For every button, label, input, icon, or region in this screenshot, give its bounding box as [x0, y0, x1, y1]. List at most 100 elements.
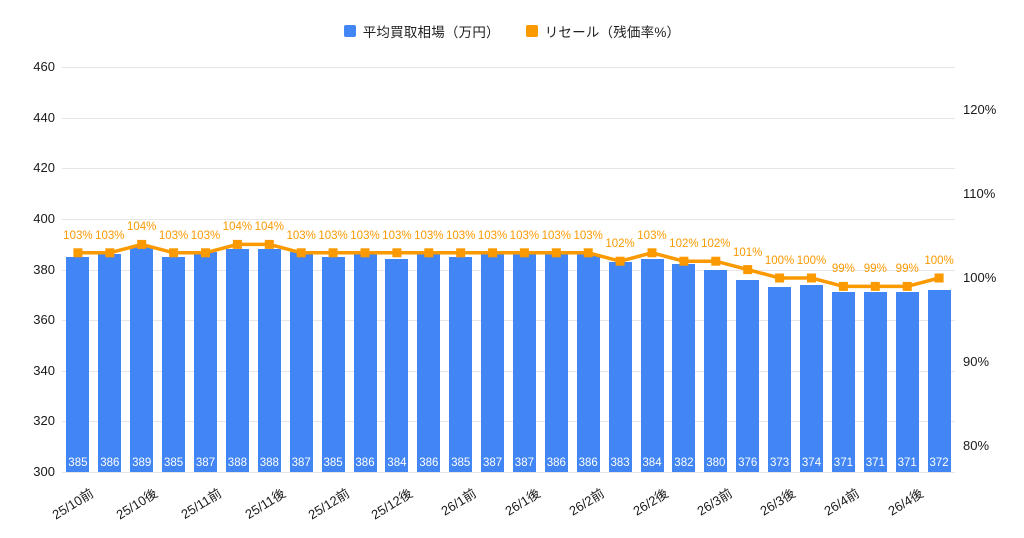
bar: 385: [449, 256, 473, 472]
percent-label: 100%: [764, 255, 795, 267]
right-axis-tick-label: 120%: [963, 102, 997, 117]
left-axis-tick-label: 300: [33, 464, 55, 479]
bar-value-label: 385: [164, 456, 184, 469]
bar: 386: [98, 254, 122, 472]
bar: 387: [194, 251, 217, 472]
line-marker: [232, 239, 242, 249]
bar: 376: [736, 279, 760, 472]
bar-value-label: 385: [451, 456, 471, 469]
bar-value-label: 388: [259, 457, 279, 470]
percent-label: 101%: [732, 246, 763, 259]
bar: 384: [385, 259, 409, 472]
bar-value-label: 371: [865, 456, 885, 469]
line-marker: [392, 248, 402, 258]
percent-label: 99%: [831, 263, 855, 276]
x-axis-label: 25/10後: [113, 485, 161, 523]
percent-label: 103%: [414, 229, 444, 242]
percent-label: 102%: [701, 238, 731, 251]
bar: 386: [417, 254, 441, 472]
right-axis-tick-label: 90%: [963, 354, 990, 369]
bar-value-label: 388: [227, 457, 247, 470]
percent-label: 103%: [63, 229, 93, 242]
bar-value-label: 380: [706, 457, 726, 469]
bar-value-label: 385: [323, 456, 343, 469]
gridline: [62, 218, 955, 220]
bar: 386: [544, 254, 568, 472]
bar-value-label: 372: [929, 457, 949, 470]
x-axis-label: 25/12前: [305, 485, 352, 523]
bar-value-label: 386: [355, 456, 375, 469]
bar: 384: [640, 259, 664, 472]
x-axis-label: 26/1後: [502, 485, 543, 519]
right-axis-tick-label: 110%: [963, 186, 996, 201]
percent-label: 103%: [509, 229, 540, 242]
bar: 389: [130, 246, 154, 472]
bar: 387: [512, 251, 536, 472]
x-axis-label: 26/3前: [693, 485, 735, 519]
bar-value-label: 384: [642, 456, 662, 469]
line-marker: [264, 239, 274, 249]
bar-value-label: 371: [833, 456, 853, 469]
right-axis-tick-label: 100%: [963, 270, 997, 285]
gridline: [62, 370, 955, 372]
legend: 平均買取相場（万円） リセール（残価率%）: [0, 20, 1024, 42]
left-axis-tick-label: 400: [33, 210, 55, 226]
x-axis-label: 25/10前: [49, 485, 97, 523]
gridline: [62, 320, 955, 322]
legend-label-bar-series: 平均買取相場（万円）: [362, 25, 500, 40]
legend-item-line-series: リセール（残価率%）: [525, 21, 681, 41]
percent-label: 102%: [669, 238, 699, 251]
x-axis-label: 26/3後: [757, 485, 799, 519]
bar: 385: [321, 256, 345, 472]
percent-label: 103%: [158, 229, 189, 242]
bar: 373: [768, 287, 792, 472]
percent-label: 102%: [605, 238, 635, 251]
bar: 382: [672, 264, 696, 472]
bar: 383: [608, 261, 632, 472]
gridline: [62, 168, 955, 170]
percent-label: 103%: [190, 229, 221, 242]
bar-value-label: 389: [132, 456, 152, 469]
left-axis-tick-label: 380: [33, 261, 55, 277]
line-marker: [807, 273, 816, 283]
bar-value-label: 387: [195, 456, 216, 469]
percent-label: 103%: [318, 229, 348, 242]
gridline: [62, 67, 955, 68]
percent-label: 103%: [286, 229, 316, 242]
line-marker: [775, 273, 785, 283]
percent-label: 103%: [477, 229, 508, 242]
x-axis-label: 26/1前: [438, 485, 480, 519]
line-series-swatch-icon: [525, 25, 538, 37]
x-axis-label: 25/11後: [242, 485, 288, 522]
x-axis-label: 25/12後: [368, 485, 416, 523]
bar-value-label: 376: [738, 456, 758, 469]
left-axis-tick-label: 440: [33, 109, 55, 125]
legend-label-line-series: リセール（残価率%）: [544, 25, 681, 40]
gridline: [62, 472, 955, 473]
percent-label: 103%: [350, 229, 380, 242]
bar-value-label: 387: [483, 456, 503, 469]
bar: 388: [225, 249, 249, 473]
percent-label: 99%: [863, 263, 887, 276]
bar-series-swatch-icon: [343, 25, 356, 37]
x-axis-label: 26/4後: [885, 485, 926, 519]
bar: 386: [576, 254, 600, 472]
bar-value-label: 385: [68, 456, 88, 469]
left-axis-tick-label: 320: [33, 413, 55, 429]
bar-value-label: 386: [100, 456, 120, 469]
bar: 386: [353, 254, 377, 472]
right-axis-tick-label: 80%: [963, 438, 990, 453]
bar: 385: [162, 256, 186, 472]
line-marker: [711, 256, 721, 266]
percent-label: 100%: [924, 255, 954, 267]
gridline: [62, 117, 955, 119]
percent-label: 100%: [796, 255, 827, 267]
bar-value-label: 386: [578, 456, 598, 469]
x-axis-label: 26/2前: [566, 485, 607, 519]
percent-label: 103%: [445, 229, 476, 242]
percent-label: 99%: [895, 263, 919, 276]
x-axis-label: 25/11前: [178, 485, 225, 522]
percent-label: 103%: [541, 229, 571, 242]
bar: 380: [704, 269, 728, 472]
